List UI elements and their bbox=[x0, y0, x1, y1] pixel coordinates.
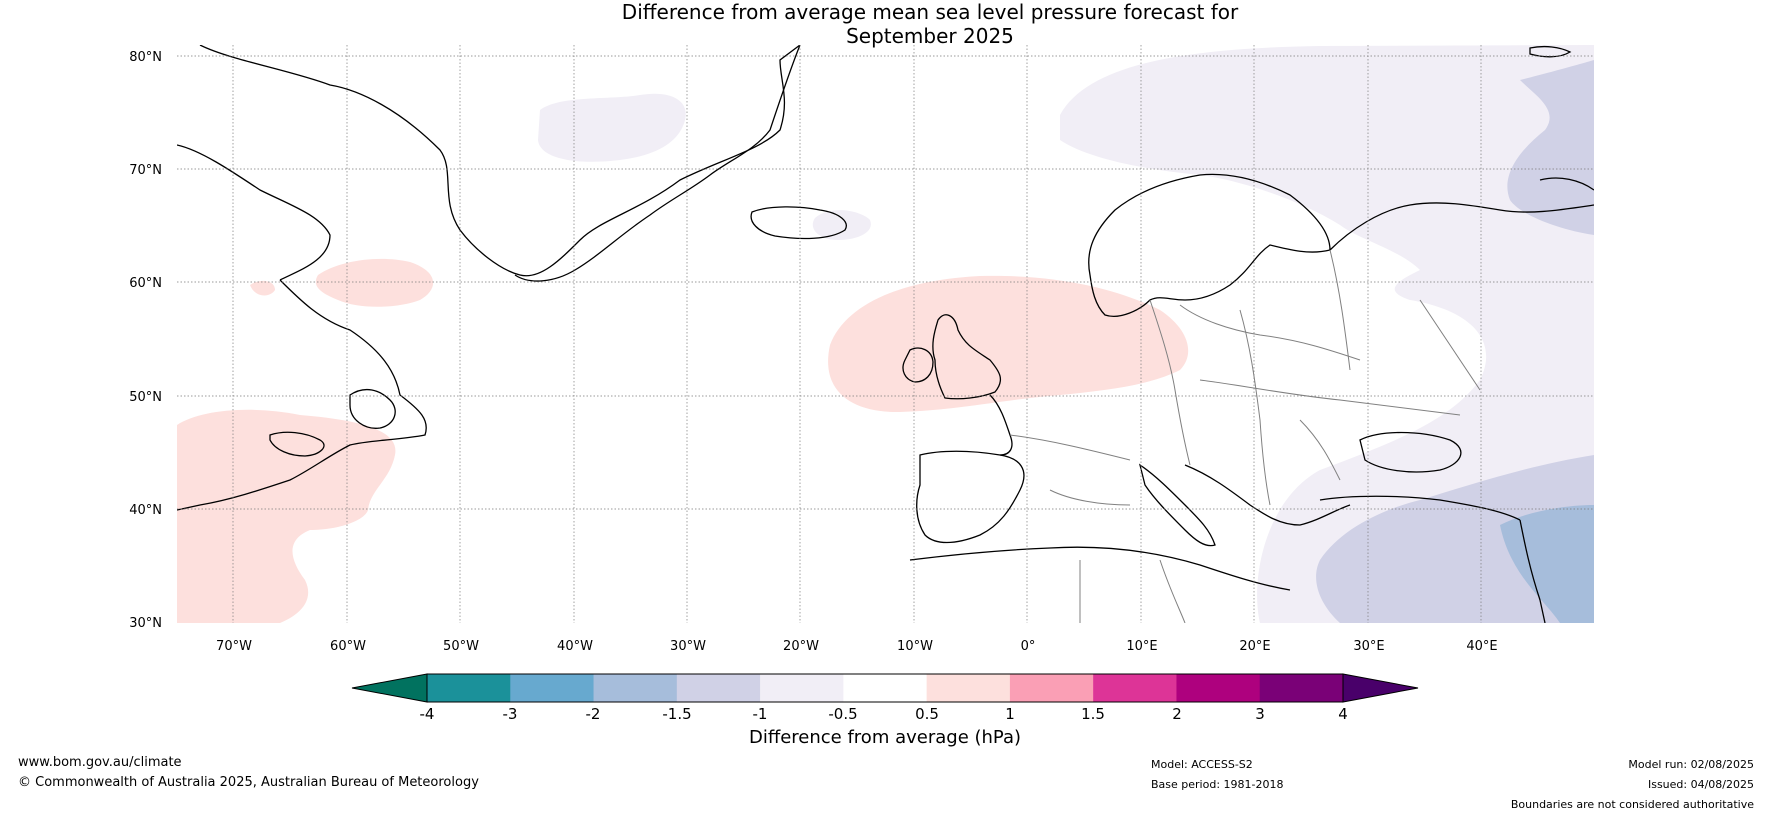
title-line-1: Difference from average mean sea level p… bbox=[621, 0, 1239, 24]
svalbard bbox=[1529, 45, 1572, 58]
lon-label-10w: 10°W bbox=[897, 639, 933, 654]
kola-coast bbox=[1329, 202, 1594, 251]
anomaly-high-labrador bbox=[315, 258, 434, 307]
anomaly-low-iceland bbox=[812, 210, 871, 240]
novascotia bbox=[269, 431, 325, 457]
cbar-tick-1: -3 bbox=[503, 705, 518, 723]
cbar-tick-4: -1 bbox=[753, 705, 768, 723]
colorbar-swatch bbox=[1176, 674, 1261, 702]
anomaly-low-east bbox=[1060, 45, 1594, 623]
lat-label-60: 60°N bbox=[129, 276, 162, 291]
colorbar-swatch bbox=[676, 674, 761, 702]
colorbar-swatches bbox=[351, 673, 1419, 703]
colorbar-swatch bbox=[926, 674, 1011, 702]
novaya-zemlya bbox=[1539, 177, 1594, 191]
graticule bbox=[177, 45, 1594, 623]
longitude-labels: 70°W 60°W 50°W 40°W 30°W 20°W 10°W 0° 10… bbox=[216, 639, 1498, 654]
turkey bbox=[1319, 495, 1521, 521]
cbar-tick-5: -0.5 bbox=[828, 705, 857, 723]
colorbar-swatch bbox=[1009, 674, 1094, 702]
cbar-tick-9: 2 bbox=[1172, 705, 1182, 723]
lat-label-70: 70°N bbox=[129, 163, 162, 178]
levant bbox=[1519, 519, 1546, 623]
lon-label-0: 0° bbox=[1021, 639, 1036, 654]
colorbar-swatch bbox=[427, 674, 511, 702]
baffin-coast bbox=[177, 144, 331, 281]
title-line-2: September 2025 bbox=[846, 24, 1014, 48]
anomaly-shading bbox=[177, 45, 1594, 623]
colorbar-title: Difference from average (hPa) bbox=[748, 727, 1022, 748]
colorbar-swatch bbox=[760, 674, 844, 702]
cbar-tick-3: -1.5 bbox=[662, 705, 691, 723]
lon-label-20w: 20°W bbox=[783, 639, 819, 654]
footer-base-period: Base period: 1981-2018 bbox=[1151, 778, 1284, 791]
lat-label-50: 50°N bbox=[129, 390, 162, 405]
lon-label-40w: 40°W bbox=[557, 639, 593, 654]
cbar-tick-6: 0.5 bbox=[915, 705, 939, 723]
lon-label-10e: 10°E bbox=[1126, 639, 1157, 654]
footer-website: www.bom.gov.au/climate bbox=[18, 755, 182, 770]
balkans-coast bbox=[1184, 464, 1351, 526]
lat-label-30: 30°N bbox=[129, 616, 162, 631]
cbar-tick-7: 1 bbox=[1005, 705, 1015, 723]
lat-label-80: 80°N bbox=[129, 50, 162, 65]
iceland bbox=[750, 206, 847, 240]
colorbar: -4 -3 -2 -1.5 -1 -0.5 0.5 1 1.5 2 3 4 bbox=[351, 673, 1419, 723]
north-africa bbox=[909, 546, 1291, 591]
iberia bbox=[916, 450, 1025, 544]
colorbar-swatch bbox=[1259, 674, 1344, 702]
cbar-tick-11: 4 bbox=[1338, 705, 1348, 723]
labrador-coast bbox=[177, 279, 427, 511]
lat-label-40: 40°N bbox=[129, 503, 162, 518]
scandinavia bbox=[1088, 173, 1331, 317]
colorbar-frame bbox=[426, 673, 1344, 703]
anomaly-high-labrador-small bbox=[250, 280, 275, 296]
chart-title: Difference from average mean sea level p… bbox=[560, 0, 1300, 48]
colorbar-ticks: -4 -3 -2 -1.5 -1 -0.5 0.5 1 1.5 2 3 4 bbox=[420, 705, 1348, 723]
great-britain bbox=[932, 314, 1002, 400]
footer-copyright: © Commonwealth of Australia 2025, Austra… bbox=[18, 775, 479, 790]
newfoundland bbox=[349, 388, 396, 429]
lon-label-30w: 30°W bbox=[670, 639, 706, 654]
footer-issued: Issued: 04/08/2025 bbox=[1647, 778, 1754, 791]
lon-label-60w: 60°W bbox=[330, 639, 366, 654]
colorbar-swatch bbox=[1093, 674, 1177, 702]
cbar-tick-10: 3 bbox=[1255, 705, 1265, 723]
anomaly-lower-east bbox=[1507, 60, 1594, 235]
greenland-coast bbox=[199, 45, 801, 277]
colorbar-swatch bbox=[510, 674, 595, 702]
anomaly-lower-southeast bbox=[1316, 455, 1594, 623]
anomaly-high-northwest-atlantic bbox=[177, 409, 396, 623]
footer-disclaimer: Boundaries are not considered authoritat… bbox=[1510, 798, 1754, 811]
lon-label-30e: 30°E bbox=[1353, 639, 1384, 654]
black-sea bbox=[1359, 431, 1462, 473]
italy bbox=[1138, 463, 1216, 547]
anomaly-high-northsea bbox=[828, 275, 1189, 413]
colorbar-extend-low bbox=[351, 673, 428, 703]
country-borders bbox=[1009, 249, 1481, 623]
footer-model: Model: ACCESS-S2 bbox=[1151, 758, 1253, 771]
cbar-tick-0: -4 bbox=[420, 705, 435, 723]
lon-label-20e: 20°E bbox=[1239, 639, 1270, 654]
colorbar-swatch bbox=[843, 674, 928, 702]
footer-model-run: Model run: 02/08/2025 bbox=[1628, 758, 1754, 771]
latitude-labels: 80°N 70°N 60°N 50°N 40°N 30°N bbox=[129, 50, 162, 631]
anomaly-low-greenland-sea bbox=[538, 93, 686, 162]
greenland-east bbox=[514, 45, 801, 282]
france-coast bbox=[989, 394, 1013, 456]
ireland bbox=[902, 347, 934, 383]
cbar-tick-2: -2 bbox=[586, 705, 601, 723]
lon-label-70w: 70°W bbox=[216, 639, 252, 654]
cbar-tick-8: 1.5 bbox=[1081, 705, 1105, 723]
lon-label-50w: 50°W bbox=[443, 639, 479, 654]
colorbar-extend-high bbox=[1342, 673, 1419, 703]
lon-label-40e: 40°E bbox=[1466, 639, 1497, 654]
map-area bbox=[177, 45, 1594, 623]
colorbar-swatch bbox=[593, 674, 678, 702]
